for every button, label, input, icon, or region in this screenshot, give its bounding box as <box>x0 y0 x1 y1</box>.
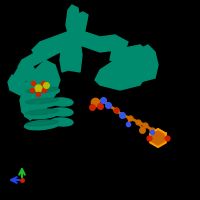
Polygon shape <box>78 32 118 52</box>
Ellipse shape <box>51 108 73 116</box>
Polygon shape <box>8 75 30 95</box>
Polygon shape <box>18 38 65 70</box>
Ellipse shape <box>25 120 59 130</box>
Polygon shape <box>110 45 142 65</box>
Polygon shape <box>138 45 152 64</box>
Ellipse shape <box>25 109 59 119</box>
Polygon shape <box>66 5 80 42</box>
Ellipse shape <box>25 87 59 97</box>
Ellipse shape <box>51 98 73 106</box>
Polygon shape <box>32 28 80 55</box>
Polygon shape <box>60 38 70 53</box>
Polygon shape <box>60 38 82 72</box>
Ellipse shape <box>26 120 58 126</box>
Polygon shape <box>150 129 166 147</box>
Polygon shape <box>115 45 158 82</box>
Polygon shape <box>75 28 87 46</box>
Ellipse shape <box>26 98 58 104</box>
Ellipse shape <box>26 87 58 93</box>
Polygon shape <box>14 62 35 82</box>
Ellipse shape <box>25 98 59 108</box>
Polygon shape <box>65 12 88 50</box>
Polygon shape <box>115 35 128 50</box>
Polygon shape <box>95 55 148 90</box>
Ellipse shape <box>51 118 73 126</box>
Polygon shape <box>20 60 60 120</box>
Ellipse shape <box>26 109 58 115</box>
